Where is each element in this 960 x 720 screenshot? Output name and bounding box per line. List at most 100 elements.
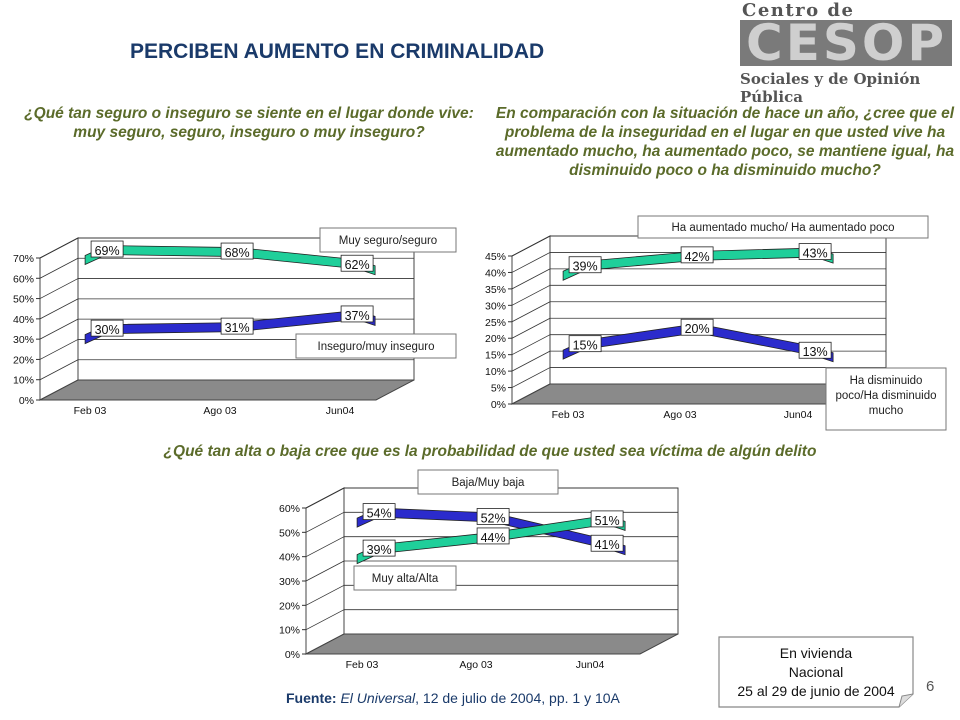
note-line-3: 25 al 29 de junio de 2004 bbox=[737, 683, 895, 699]
gridline-side bbox=[39, 278, 79, 299]
x-tick-label: Jun04 bbox=[576, 659, 605, 671]
data-label-text: 37% bbox=[345, 309, 370, 323]
y-tick-label: 40% bbox=[13, 314, 34, 326]
legend-box-1 bbox=[353, 565, 457, 591]
data-label: 30% bbox=[90, 319, 124, 337]
y-tick-label: 5% bbox=[491, 383, 506, 395]
legend-label-1-line-0: Ha disminuido bbox=[850, 375, 923, 387]
gridline-side bbox=[511, 235, 551, 257]
data-label-box bbox=[568, 256, 602, 274]
gridline-side bbox=[511, 317, 551, 339]
gridline-side bbox=[511, 268, 551, 290]
data-label: 43% bbox=[798, 243, 832, 261]
y-tick-label: 0% bbox=[491, 399, 506, 411]
y-tick-label: 20% bbox=[279, 600, 300, 612]
source-rest: , 12 de julio de 2004, pp. 1 y 10A bbox=[415, 690, 620, 706]
gridline-side bbox=[39, 257, 79, 279]
y-tick-label: 70% bbox=[13, 253, 34, 265]
y-tick-label: 20% bbox=[13, 354, 34, 366]
x-tick-label: Feb 03 bbox=[346, 659, 379, 671]
data-label-box bbox=[476, 508, 510, 525]
data-label-text: 51% bbox=[595, 514, 620, 528]
side-wall bbox=[39, 237, 79, 401]
data-label-text: 20% bbox=[685, 322, 710, 336]
chart-safety: 0% 10% 20% 30% 40% 50% 60% 70% Feb 03 Ago 03 Jun04… bbox=[13, 227, 457, 417]
data-label: 69% bbox=[90, 240, 124, 258]
data-label-text: 44% bbox=[481, 531, 506, 545]
y-tick-label: 15% bbox=[485, 350, 506, 362]
y-tick-label: 0% bbox=[19, 395, 34, 407]
gridline-side bbox=[305, 609, 345, 631]
sample-note: En vivienda Nacional 25 al 29 de junio d… bbox=[718, 636, 914, 708]
x-tick-label: Feb 03 bbox=[74, 405, 107, 417]
data-label-box bbox=[476, 527, 510, 545]
data-label-box bbox=[220, 317, 254, 335]
data-label: 13% bbox=[798, 341, 832, 359]
y-tick-label: 50% bbox=[13, 294, 34, 306]
chart-victim-probability: 0% 10% 20% 30% 40% 50% 60% Feb 03 Ago 03 Jun04 54%… bbox=[279, 469, 679, 671]
data-label-box bbox=[798, 243, 832, 260]
data-label-text: 68% bbox=[225, 246, 250, 260]
question-3: ¿Qué tan alta o baja cree que es la prob… bbox=[163, 443, 817, 460]
page-title: PERCIBEN AUMENTO EN CRIMINALIDAD bbox=[130, 40, 545, 63]
data-label-text: 69% bbox=[95, 244, 120, 258]
y-tick-label: 30% bbox=[13, 334, 34, 346]
question-2: En comparación con la situación de hace … bbox=[495, 105, 955, 179]
legend-box-0 bbox=[637, 215, 929, 239]
data-label: 54% bbox=[362, 503, 396, 521]
y-tick-label: 40% bbox=[485, 267, 506, 279]
note-line-1: En vivienda bbox=[779, 645, 853, 661]
y-tick-label: 10% bbox=[13, 375, 34, 387]
source-line: Fuente: El Universal, 12 de julio de 200… bbox=[286, 690, 620, 706]
data-label: 44% bbox=[476, 527, 510, 545]
data-label-text: 31% bbox=[225, 321, 250, 335]
note-line-2: Nacional bbox=[788, 664, 844, 680]
data-label-box bbox=[90, 240, 124, 258]
x-tick-label: Jun04 bbox=[784, 409, 813, 421]
legend-label-0: Muy seguro/seguro bbox=[339, 235, 437, 247]
data-label-text: 41% bbox=[595, 538, 620, 552]
source-label: Fuente: bbox=[286, 690, 337, 706]
y-tick-label: 50% bbox=[279, 527, 300, 539]
legend-box-1 bbox=[825, 367, 947, 431]
legend-box-1 bbox=[295, 333, 457, 359]
logo-word: CESOP bbox=[746, 14, 948, 72]
legend-box-0 bbox=[319, 227, 457, 253]
y-tick-label: 25% bbox=[485, 317, 506, 329]
logo-band bbox=[740, 20, 952, 66]
gridline-side bbox=[39, 359, 79, 381]
y-tick-label: 40% bbox=[279, 552, 300, 564]
data-label-text: 30% bbox=[95, 323, 120, 337]
data-label-box bbox=[340, 305, 374, 323]
data-label-text: 43% bbox=[803, 247, 828, 261]
data-label-box bbox=[340, 254, 374, 272]
data-label: 42% bbox=[680, 246, 714, 264]
legend-label-1: Inseguro/muy inseguro bbox=[318, 341, 435, 353]
data-label: 15% bbox=[568, 335, 602, 353]
gridline-side bbox=[305, 511, 345, 533]
side-wall bbox=[511, 235, 551, 405]
y-tick-label: 60% bbox=[279, 503, 300, 515]
data-label-box bbox=[798, 341, 832, 359]
data-label-text: 13% bbox=[803, 345, 828, 359]
gridline-side bbox=[305, 584, 345, 606]
x-tick-label: Ago 03 bbox=[663, 409, 696, 421]
data-label: 41% bbox=[590, 534, 624, 552]
data-label-text: 42% bbox=[685, 250, 710, 264]
gridline-side bbox=[39, 318, 79, 340]
x-tick-label: Ago 03 bbox=[459, 659, 492, 671]
data-label: 39% bbox=[362, 539, 396, 557]
chart-insecurity-trend: 0% 5% 10% 15% 20% 25% 30% 35% 40% 45% Feb 03 Ago 03… bbox=[485, 215, 947, 431]
data-label-box bbox=[590, 534, 624, 552]
gridline-side bbox=[511, 334, 551, 356]
data-label-box bbox=[220, 242, 254, 260]
y-tick-label: 45% bbox=[485, 251, 506, 263]
gridline-side bbox=[511, 301, 551, 323]
data-label-text: 54% bbox=[367, 507, 392, 521]
y-tick-label: 0% bbox=[285, 649, 300, 661]
y-tick-label: 20% bbox=[485, 333, 506, 345]
data-label-box bbox=[362, 503, 396, 520]
data-label-box bbox=[590, 510, 624, 528]
data-label-text: 52% bbox=[481, 511, 506, 525]
data-label: 62% bbox=[340, 254, 374, 272]
